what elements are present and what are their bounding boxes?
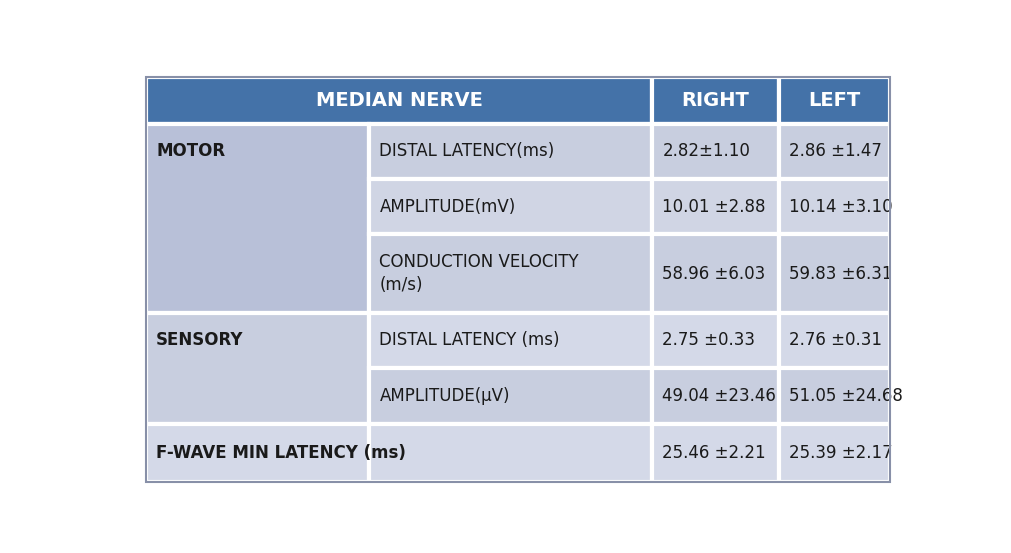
Bar — [369, 179, 652, 234]
Text: RIGHT: RIGHT — [681, 91, 749, 109]
Text: SENSORY: SENSORY — [156, 331, 244, 349]
Bar — [778, 123, 891, 179]
Text: 25.39 ±2.17: 25.39 ±2.17 — [789, 444, 893, 462]
Text: 25.46 ±2.21: 25.46 ±2.21 — [662, 444, 766, 462]
Text: CONDUCTION VELOCITY
(m/s): CONDUCTION VELOCITY (m/s) — [379, 253, 579, 294]
Bar — [146, 77, 652, 123]
Bar — [652, 179, 778, 234]
Bar — [146, 312, 369, 424]
Text: 2.86 ±1.47: 2.86 ±1.47 — [789, 142, 882, 160]
Bar — [369, 123, 652, 179]
Text: 2.75 ±0.33: 2.75 ±0.33 — [662, 331, 755, 349]
Bar — [369, 424, 652, 482]
Bar — [652, 368, 778, 424]
Text: 58.96 ±6.03: 58.96 ±6.03 — [662, 264, 765, 283]
Text: 2.82±1.10: 2.82±1.10 — [662, 142, 750, 160]
Text: 2.76 ±0.31: 2.76 ±0.31 — [789, 331, 882, 349]
Bar — [778, 77, 891, 123]
Bar — [778, 234, 891, 312]
Bar — [652, 77, 778, 123]
Text: LEFT: LEFT — [809, 91, 860, 109]
Bar — [778, 179, 891, 234]
Bar — [652, 424, 778, 482]
Bar — [369, 312, 652, 368]
Bar — [778, 312, 891, 368]
Text: AMPLITUDE(μV): AMPLITUDE(μV) — [379, 387, 510, 405]
Text: DISTAL LATENCY(ms): DISTAL LATENCY(ms) — [379, 142, 555, 160]
Text: MOTOR: MOTOR — [156, 142, 225, 160]
Text: 59.83 ±6.31: 59.83 ±6.31 — [789, 264, 893, 283]
Text: 10.14 ±3.10: 10.14 ±3.10 — [789, 198, 893, 216]
Bar — [652, 123, 778, 179]
Bar — [146, 123, 369, 312]
Text: 10.01 ±2.88: 10.01 ±2.88 — [662, 198, 765, 216]
Bar — [369, 368, 652, 424]
Text: DISTAL LATENCY (ms): DISTAL LATENCY (ms) — [379, 331, 560, 349]
Bar — [146, 424, 369, 482]
Text: 49.04 ±23.46: 49.04 ±23.46 — [662, 387, 776, 405]
Bar — [652, 312, 778, 368]
Text: AMPLITUDE(mV): AMPLITUDE(mV) — [379, 198, 516, 216]
Text: MEDIAN NERVE: MEDIAN NERVE — [315, 91, 482, 109]
Text: F-WAVE MIN LATENCY (ms): F-WAVE MIN LATENCY (ms) — [156, 444, 406, 462]
Bar — [369, 234, 652, 312]
Bar — [778, 424, 891, 482]
Text: 51.05 ±24.68: 51.05 ±24.68 — [789, 387, 903, 405]
Bar — [778, 368, 891, 424]
Bar — [652, 234, 778, 312]
